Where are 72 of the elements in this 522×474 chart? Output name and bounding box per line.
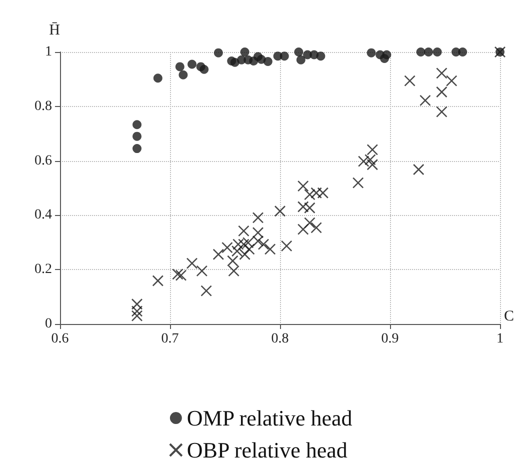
point <box>366 48 376 58</box>
point <box>294 48 304 56</box>
point <box>264 244 276 255</box>
point <box>404 75 416 86</box>
point <box>175 270 187 281</box>
point <box>412 164 424 176</box>
point <box>242 237 254 248</box>
point <box>458 48 468 56</box>
point <box>297 201 309 212</box>
point <box>416 48 426 56</box>
y-tick-label: 0.8 <box>34 98 52 114</box>
y-tick-label: 0 <box>45 316 52 332</box>
point <box>214 48 223 58</box>
point <box>420 94 431 106</box>
point <box>304 202 316 214</box>
point <box>436 68 448 79</box>
point <box>244 244 255 255</box>
point <box>297 180 309 192</box>
point <box>132 120 142 130</box>
point <box>196 265 208 277</box>
point <box>382 50 392 60</box>
y-axis-title: H̄ <box>49 22 60 38</box>
point <box>310 222 322 234</box>
point <box>366 158 378 170</box>
point <box>178 70 188 80</box>
point <box>172 268 184 280</box>
point <box>317 187 329 199</box>
point <box>352 177 364 188</box>
point <box>436 106 448 118</box>
point <box>152 275 164 286</box>
y-tick-label: 0.6 <box>34 153 52 168</box>
point <box>263 57 272 66</box>
x-tick-label: 0.8 <box>271 332 289 346</box>
y-tick-label: 0.2 <box>34 262 52 278</box>
point <box>238 225 250 237</box>
legend-label: OMP relative head <box>186 406 352 430</box>
point <box>188 60 196 69</box>
x-tick-label: 0.7 <box>161 332 179 346</box>
point <box>316 52 326 61</box>
point <box>304 188 316 200</box>
point <box>200 64 209 74</box>
x-axis-title: C <box>504 308 514 324</box>
point <box>280 52 289 61</box>
y-tick-label: 1 <box>45 44 52 60</box>
point <box>212 248 224 260</box>
point <box>175 62 184 72</box>
point <box>153 74 162 83</box>
point <box>222 242 233 254</box>
point <box>296 55 306 64</box>
point <box>274 205 286 217</box>
x-tick-label: 0.9 <box>381 332 399 346</box>
point <box>432 48 442 56</box>
point <box>446 75 458 86</box>
point <box>186 258 198 269</box>
point <box>280 240 292 252</box>
y-tick-label: 0.4 <box>34 208 52 223</box>
point <box>240 48 250 56</box>
point <box>297 224 309 235</box>
point <box>232 238 244 250</box>
point <box>258 238 270 250</box>
x-tick-label: 1 <box>496 332 504 346</box>
point <box>304 217 316 228</box>
point <box>436 86 448 98</box>
point <box>231 245 243 257</box>
point <box>252 212 264 224</box>
point <box>310 187 322 199</box>
point <box>132 144 142 154</box>
point <box>358 156 370 167</box>
legend-label: OBP relative head <box>186 438 348 462</box>
point <box>200 285 212 296</box>
point <box>424 48 433 56</box>
point <box>132 132 142 141</box>
